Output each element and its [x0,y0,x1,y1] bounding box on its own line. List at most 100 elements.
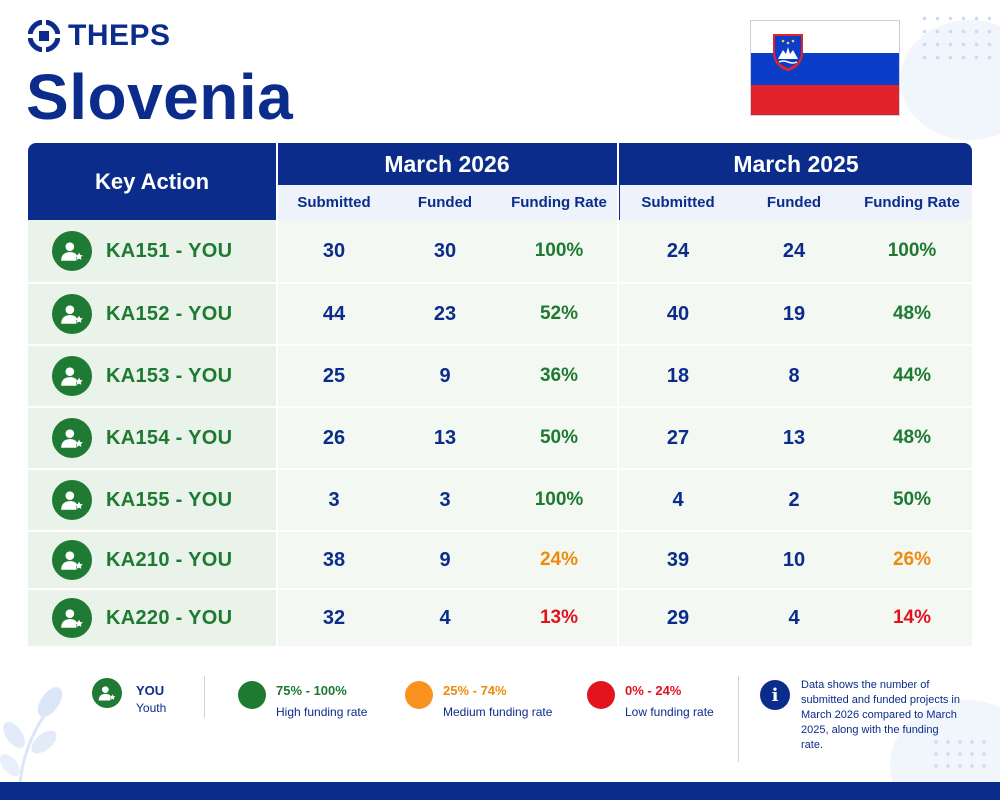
divider [617,408,619,468]
row-background [278,220,972,282]
key-action-label: KA220 - YOU [106,606,233,629]
group-header-2026: March 2026 [384,150,510,177]
youth-person-icon [61,429,83,448]
brand-logo-icon [28,20,60,52]
funded-cell: 19 [782,302,806,325]
coat-of-arms-icon [773,34,803,71]
funded-cell: 9 [439,548,451,571]
leaf-decoration-icon [0,687,63,785]
column-header: Funding Rate [500,185,618,220]
submitted-cell: 32 [322,606,346,629]
key-action-label: KA153 - YOU [106,364,233,387]
funded-cell: 3 [439,488,451,511]
funding-rate-cell: 13% [539,607,579,628]
medium-rate-dot [405,681,433,709]
youth-avatar [52,356,92,396]
legend-medium-range: 25% - 74% [443,683,507,698]
funding-rate-cell: 52% [539,303,579,324]
row-background [278,284,972,344]
funded-cell: 13 [433,426,457,449]
funded-cell: 9 [439,364,451,387]
youth-person-icon [61,609,83,628]
table-header: Key Action March 2026 March 2025 Submitt… [28,143,972,220]
divider [617,532,619,588]
page-title: Slovenia [26,61,294,133]
legend: YOU Youth 75% - 100% High funding rate 2… [0,668,1000,768]
submitted-cell: 24 [666,239,690,262]
table-row: KA210 - YOU 38 9 24% 39 10 26% [28,532,972,588]
submitted-cell: 39 [666,548,690,571]
funded-cell: 24 [782,239,806,262]
funded-cell: 8 [788,364,800,387]
funded-cell: 13 [782,426,806,449]
funding-rate-cell: 48% [892,427,932,448]
divider [617,143,619,220]
legend-low-range: 0% - 24% [625,683,682,698]
low-rate-dot [587,681,615,709]
column-header: Submitted [620,185,736,220]
youth-person-icon [61,551,83,570]
legend-medium-label: Medium funding rate [443,705,553,719]
funding-table: Key Action March 2026 March 2025 Submitt… [28,143,972,650]
key-action-label: KA151 - YOU [106,239,233,262]
high-rate-dot [238,681,266,709]
divider [617,346,619,406]
brand-name: THEPS [68,19,171,52]
funding-rate-cell: 24% [539,549,579,570]
dot-pattern [918,12,994,64]
key-action-cell: KA153 - YOU [28,346,276,406]
legend-high-range: 75% - 100% [276,683,347,698]
funding-rate-cell: 50% [539,427,579,448]
row-background [278,346,972,406]
brand: THEPS [28,18,171,54]
legend-youth-sub: Youth [136,701,167,715]
group-header-2025: March 2025 [733,150,859,177]
key-action-cell: KA220 - YOU [28,590,276,646]
key-action-label: KA210 - YOU [106,548,233,571]
funding-rate-cell: 100% [534,489,584,510]
funded-cell: 23 [433,302,457,325]
youth-person-icon [61,367,83,386]
slovenia-flag-icon [750,20,900,116]
submitted-cell: 18 [666,364,690,387]
youth-person-icon [61,491,83,510]
legend-high-label: High funding rate [276,705,368,719]
table-row: KA152 - YOU 44 23 52% 40 19 48% [28,284,972,344]
key-action-cell: KA151 - YOU [28,220,276,282]
submitted-cell: 25 [322,364,346,387]
dot-pattern [930,736,990,776]
funding-rate-cell: 26% [892,549,932,570]
youth-avatar [52,540,92,580]
legend-youth-title: YOU [136,683,165,698]
key-action-cell: KA152 - YOU [28,284,276,344]
youth-person-icon [92,678,122,708]
youth-person-icon [61,305,83,324]
column-header: Submitted [278,185,390,220]
funding-rate-cell: 100% [534,240,584,261]
divider [617,590,619,646]
submitted-cell: 29 [666,606,690,629]
funding-rate-cell: 14% [892,607,932,628]
key-action-label: KA155 - YOU [106,488,233,511]
funding-rate-cell: 100% [887,240,937,261]
funding-rate-cell: 50% [892,489,932,510]
info-icon: i [760,680,790,710]
youth-person-icon [61,242,83,261]
funded-cell: 30 [433,239,457,262]
youth-avatar [52,294,92,334]
row-background [278,532,972,588]
youth-avatar [52,598,92,638]
divider [617,470,619,530]
funding-rate-cell: 48% [892,303,932,324]
footer-bar [0,782,1000,800]
legend-info-text: Data shows the number of submitted and f… [801,679,960,751]
column-header: Funded [736,185,852,220]
column-header: Funded [390,185,500,220]
funding-rate-cell: 36% [539,365,579,386]
submitted-cell: 38 [322,548,346,571]
submitted-cell: 30 [322,239,346,262]
divider [617,220,619,282]
funded-cell: 2 [788,488,800,511]
table-row: KA154 - YOU 26 13 50% 27 13 48% [28,408,972,468]
funded-cell: 4 [788,606,800,629]
